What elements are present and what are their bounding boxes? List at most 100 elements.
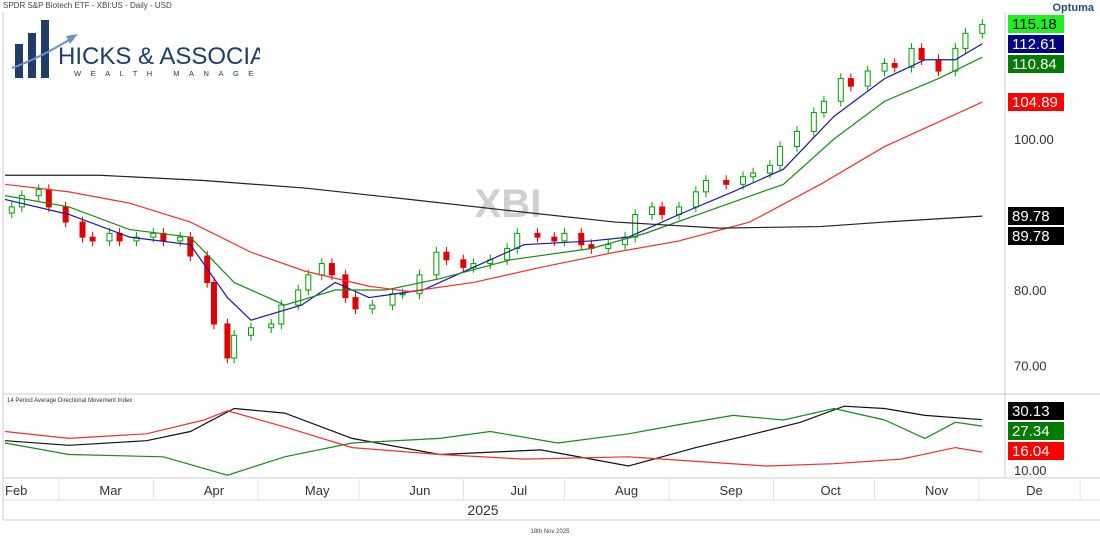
candle-body bbox=[106, 232, 113, 242]
candle-body bbox=[318, 263, 325, 276]
candle-body bbox=[79, 221, 86, 238]
month-tick-label: Oct bbox=[821, 483, 842, 498]
candle-body bbox=[8, 206, 15, 214]
candle-body bbox=[649, 206, 656, 215]
month-tick-label: Nov bbox=[925, 483, 949, 498]
candle-body bbox=[231, 334, 238, 359]
red-line bbox=[4, 101, 983, 293]
candle-body bbox=[187, 236, 194, 257]
candle-body bbox=[278, 304, 285, 325]
price-tick-label: 70.00 bbox=[1014, 359, 1047, 374]
candle-body bbox=[979, 23, 986, 34]
footer-date: 18th Nov 2025 bbox=[530, 529, 570, 535]
candle-body bbox=[777, 146, 784, 166]
candle-body bbox=[864, 70, 871, 87]
minus_di-line bbox=[4, 410, 983, 467]
candle-body bbox=[810, 112, 817, 132]
svg-text:HICKS & ASSOCIATES: HICKS & ASSOCIATES bbox=[58, 43, 260, 70]
green-value-label: 110.84 bbox=[1012, 56, 1057, 73]
month-tick-label: Aug bbox=[615, 483, 638, 498]
month-tick-label: Jul bbox=[511, 483, 528, 498]
candle-body bbox=[133, 236, 140, 242]
black-value-label: 89.78 bbox=[1012, 208, 1050, 225]
plus_di-value-label: 27.34 bbox=[1012, 423, 1050, 440]
black-value-2-label: 89.78 bbox=[1012, 228, 1050, 245]
candle-body bbox=[622, 236, 629, 246]
candle-body bbox=[210, 281, 217, 325]
month-tick-label: De bbox=[1026, 483, 1043, 498]
last-price-badge bbox=[1008, 15, 1064, 33]
candle-body bbox=[177, 236, 184, 242]
candle-body bbox=[416, 274, 423, 295]
price-tick-label: 100.00 bbox=[1014, 132, 1054, 147]
blue-value-label: 112.61 bbox=[1012, 36, 1057, 53]
candle-body bbox=[470, 263, 477, 268]
candle-body bbox=[45, 189, 52, 208]
black-line bbox=[5, 174, 983, 229]
year-label: 2025 bbox=[467, 502, 498, 518]
plus_di-line bbox=[4, 407, 983, 476]
black-value-badge bbox=[1008, 207, 1064, 225]
svg-text:WEALTH MANAGEMENT: WEALTH MANAGEMENT bbox=[74, 69, 260, 78]
chart-header-title: SPDR S&P Biotech ETF - XBI:US - Daily - … bbox=[3, 1, 172, 10]
candle-body bbox=[328, 263, 335, 276]
candle-body bbox=[551, 236, 558, 242]
candle-body bbox=[891, 63, 898, 68]
candle-body bbox=[740, 176, 747, 185]
last-price-label: 115.18 bbox=[1012, 16, 1057, 33]
red-value-badge bbox=[1008, 93, 1064, 111]
candle-body bbox=[248, 327, 255, 336]
candle-body bbox=[399, 293, 406, 296]
blue-value-badge bbox=[1008, 35, 1064, 53]
candle-body bbox=[342, 274, 349, 299]
candle-body bbox=[443, 251, 450, 261]
green-value-badge bbox=[1008, 55, 1064, 73]
candle-body bbox=[561, 232, 568, 242]
candle-body bbox=[224, 323, 231, 359]
optuma-brand: Optuma bbox=[1052, 2, 1094, 14]
candle-body bbox=[692, 191, 699, 208]
candle-body bbox=[514, 232, 521, 249]
candle-body bbox=[62, 206, 69, 223]
candle-body bbox=[35, 189, 42, 197]
candle-body bbox=[204, 255, 211, 283]
candle-body bbox=[659, 206, 666, 215]
candle-body bbox=[116, 232, 123, 242]
red-value-label: 104.89 bbox=[1012, 94, 1058, 111]
adx-value-badge bbox=[1008, 402, 1064, 420]
candle-body bbox=[588, 244, 595, 249]
adx-value-label: 30.13 bbox=[1012, 403, 1050, 420]
candle-body bbox=[918, 47, 925, 61]
candle-body bbox=[389, 293, 396, 306]
candle-body bbox=[89, 236, 96, 242]
candle-body bbox=[268, 323, 275, 329]
candle-body bbox=[881, 63, 888, 72]
candle-body bbox=[952, 47, 959, 72]
candle-body bbox=[534, 232, 541, 238]
month-tick-label: Mar bbox=[99, 483, 122, 498]
candle-body bbox=[750, 172, 757, 178]
month-tick-label: May bbox=[305, 483, 330, 498]
price-tick-label: 80.00 bbox=[1014, 283, 1047, 298]
adx-line bbox=[4, 405, 983, 467]
black-value-2-badge bbox=[1008, 227, 1064, 245]
minus_di-value-label: 16.04 bbox=[1012, 443, 1050, 460]
candle-body bbox=[962, 32, 969, 49]
candle-body bbox=[702, 180, 709, 193]
candle-body bbox=[504, 247, 511, 261]
candle-body bbox=[18, 195, 25, 208]
blue-line bbox=[4, 43, 983, 321]
candle-body bbox=[676, 206, 682, 215]
candle-body bbox=[305, 274, 312, 291]
candle-body bbox=[487, 259, 494, 265]
candle-body bbox=[369, 304, 376, 310]
candle-body bbox=[160, 232, 167, 242]
hicks-associates-logo: HICKS & ASSOCIATES WEALTH MANAGEMENT bbox=[11, 20, 260, 78]
candle-body bbox=[793, 130, 800, 148]
candle-body bbox=[632, 214, 639, 238]
month-tick-label: Apr bbox=[204, 483, 225, 498]
candle-body bbox=[460, 259, 467, 268]
minus_di-value-badge bbox=[1008, 442, 1064, 460]
plus_di-value-badge bbox=[1008, 422, 1064, 440]
